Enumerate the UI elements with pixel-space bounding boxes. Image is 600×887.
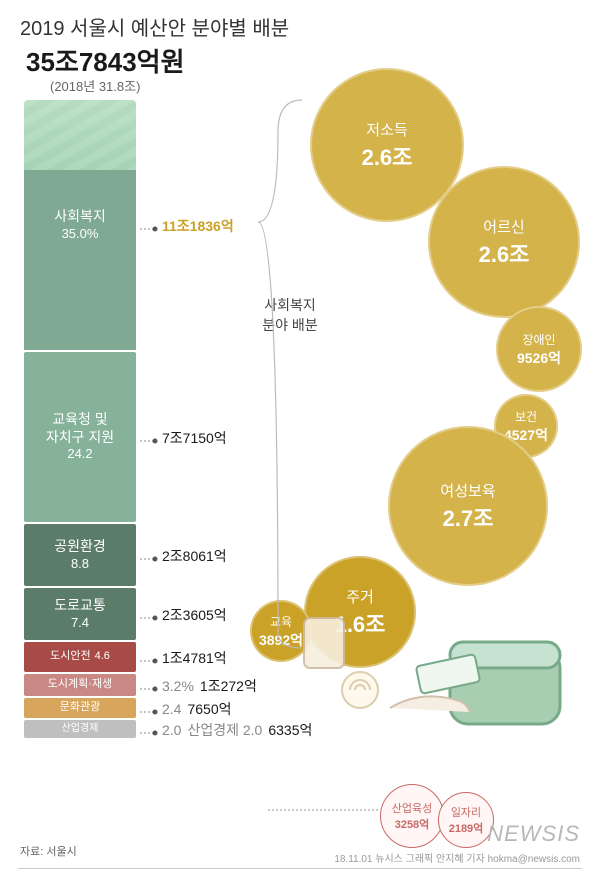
segment-value: 2.47650억 <box>140 699 232 719</box>
industry-bubble-value: 2189억 <box>449 820 484 836</box>
industry-bubble-label: 산업육성 <box>392 800 432 816</box>
total-figure: 35조7843억원 <box>26 42 185 79</box>
bar-segment: 사회복지35.0% <box>24 100 136 350</box>
segment-label: 도로교통 <box>54 597 106 615</box>
decor-icons <box>300 590 580 770</box>
segment-pct: 8.8 <box>71 556 89 572</box>
bar-segment: 도시계획·재생 <box>24 674 136 696</box>
bubble: 장애인9526억 <box>496 306 582 392</box>
segment-label: 도시안전 <box>50 650 90 664</box>
credit-line: 18.11.01 뉴시스 그래픽 안지혜 기자 hokma@newsis.com <box>334 850 580 865</box>
segment-value: 11조1836억 <box>140 216 234 236</box>
segment-label: 문화관광 <box>60 701 100 715</box>
bracket-line <box>254 92 314 652</box>
segment-label: 도시계획·재생 <box>48 678 112 692</box>
industry-bubble: 일자리2189억 <box>438 792 494 848</box>
bottom-rule <box>18 868 582 869</box>
segment-label: 교육청 및자치구 지원 <box>46 411 114 446</box>
bubble: 어르신2.6조 <box>428 166 580 318</box>
bubble-value: 2.7조 <box>443 501 494 533</box>
page-title: 2019 서울시 예산안 분야별 배분 <box>20 12 289 41</box>
bubble-label: 보건 <box>515 408 537 425</box>
bubble-label: 저소득 <box>366 119 407 140</box>
industry-bubble-value: 3258억 <box>395 816 430 832</box>
segment-value: 2조3605억 <box>140 605 227 625</box>
segment-value: 7조7150억 <box>140 428 227 448</box>
bar-segment: 공원환경8.8 <box>24 524 136 586</box>
bubble-label: 어르신 <box>483 216 524 237</box>
bar-segment: 도시안전 4.6 <box>24 642 136 672</box>
stacked-bar: 사회복지35.0%교육청 및자치구 지원24.2공원환경8.8도로교통7.4도시… <box>24 100 136 740</box>
segment-pct: 35.0% <box>62 226 99 242</box>
industry-bubble-label: 일자리 <box>451 804 481 820</box>
bubble-label: 장애인 <box>522 331 555 348</box>
segment-value: 2.0산업경제 2.06335억 <box>140 720 312 740</box>
segment-value: 2조8061억 <box>140 546 227 566</box>
bar-segment: 교육청 및자치구 지원24.2 <box>24 352 136 522</box>
segment-pct: 7.4 <box>71 615 89 631</box>
bar-segment: 도로교통7.4 <box>24 588 136 640</box>
bar-segment: 문화관광 <box>24 698 136 718</box>
source-text: 자료: 서울시 <box>20 843 77 859</box>
brand-logo: NEWSIS <box>487 821 580 847</box>
bar-segment: 산업경제 <box>24 720 136 738</box>
segment-pct: 24.2 <box>67 446 92 462</box>
segment-label: 사회복지 <box>54 208 106 226</box>
bubble: 여성보육2.7조 <box>388 426 548 586</box>
bubble-label: 여성보육 <box>440 480 495 501</box>
segment-value: 3.2%1조272억 <box>140 676 257 696</box>
industry-bubble: 산업육성3258억 <box>380 784 444 848</box>
bubble-value: 9526억 <box>517 348 561 368</box>
industry-connector <box>268 800 388 820</box>
segment-pct: 4.6 <box>95 650 110 664</box>
segment-value: 1조4781억 <box>140 648 227 668</box>
bubble-value: 2.6조 <box>479 237 530 269</box>
segment-label: 산업경제 <box>62 723 99 736</box>
bubble-value: 2.6조 <box>362 140 413 172</box>
segment-label: 공원환경 <box>54 538 106 556</box>
prev-year-note: (2018년 31.8조) <box>50 76 140 95</box>
